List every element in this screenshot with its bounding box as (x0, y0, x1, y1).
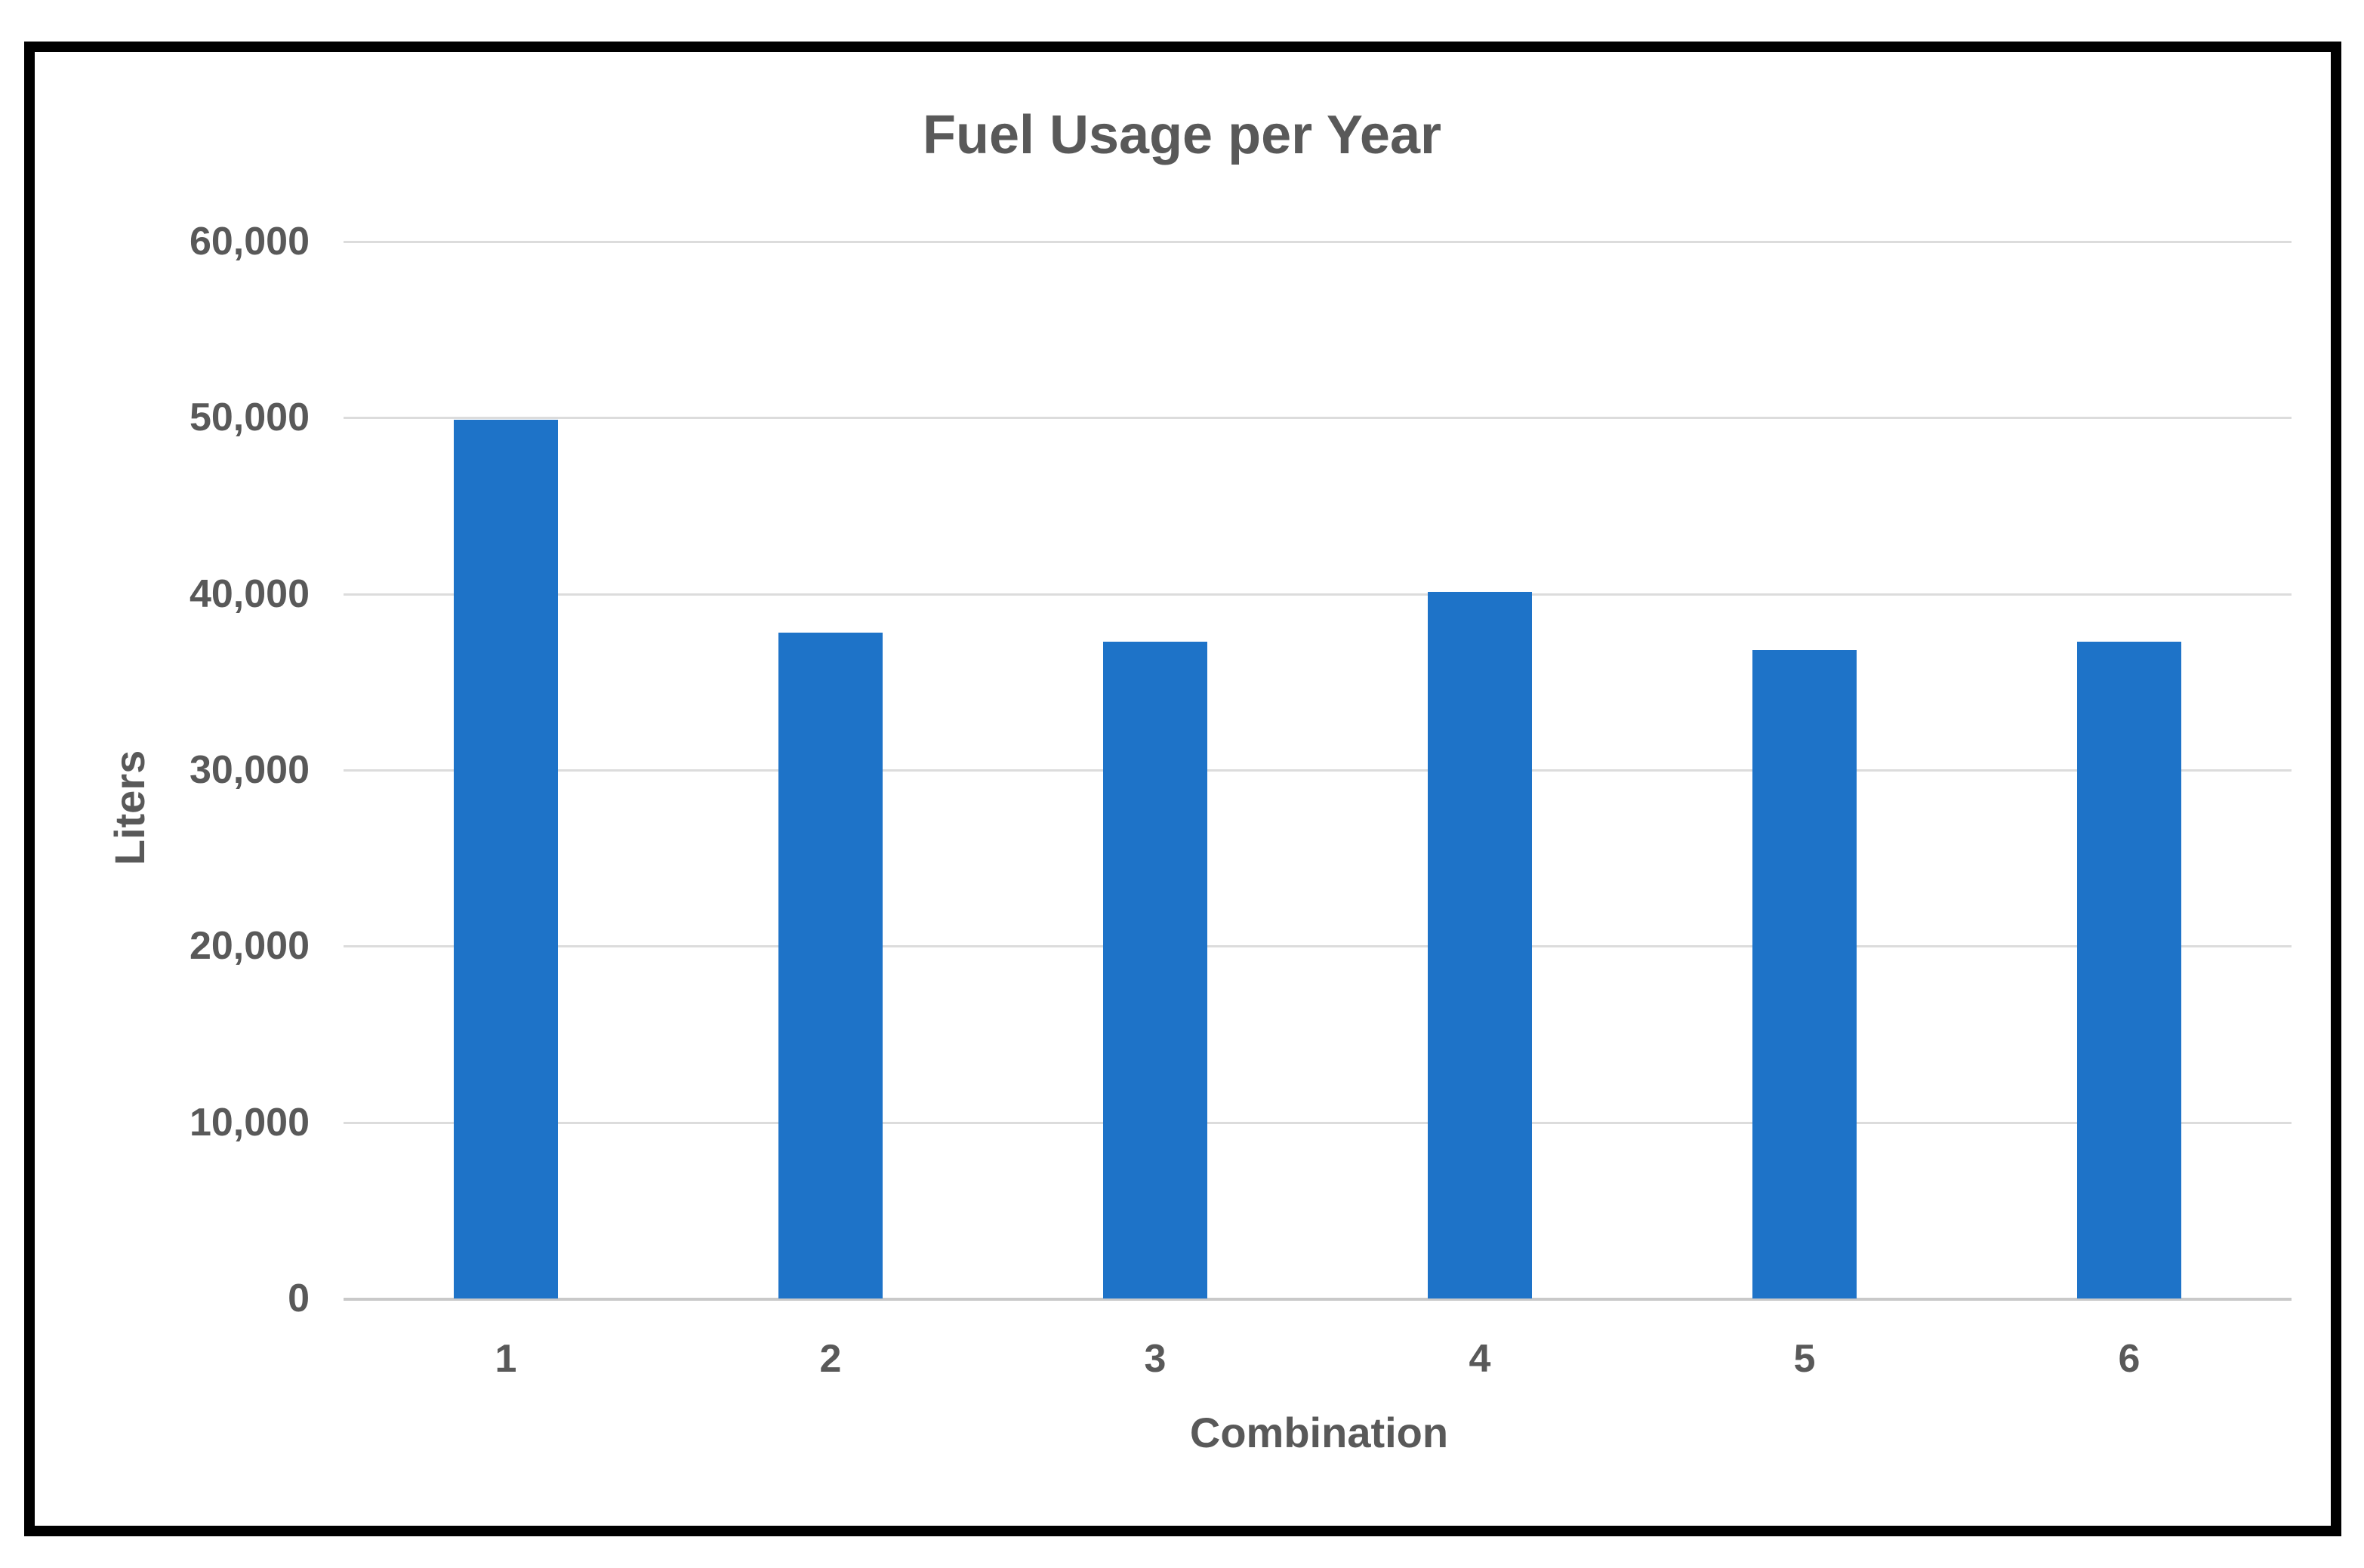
bar-combination-3 (1103, 641, 1207, 1298)
chart-title: Fuel Usage per Year (922, 105, 1442, 165)
gridline-20000 (344, 945, 2292, 948)
gridline-30000 (344, 769, 2292, 772)
x-tick-label-2: 2 (819, 1337, 842, 1381)
x-tick-label-3: 3 (1144, 1337, 1167, 1381)
x-tick-label-1: 1 (495, 1337, 517, 1381)
bar-combination-2 (778, 633, 883, 1298)
x-tick-label-6: 6 (2118, 1337, 2141, 1381)
y-axis-title: Liters (106, 750, 153, 866)
gridline-60000 (344, 241, 2292, 243)
gridline-10000 (344, 1121, 2292, 1124)
bar-combination-1 (454, 419, 558, 1298)
gridline-40000 (344, 593, 2292, 596)
x-axis-title: Combination (1189, 1409, 1449, 1456)
x-tick-label-5: 5 (1793, 1337, 1816, 1381)
y-tick-label-60000: 60,000 (189, 220, 310, 263)
bar-combination-4 (1428, 592, 1532, 1298)
x-tick-label-4: 4 (1469, 1337, 1491, 1381)
y-tick-label-0: 0 (288, 1277, 310, 1320)
plot-area (344, 241, 2292, 1301)
y-tick-label-50000: 50,000 (189, 396, 310, 439)
y-tick-label-40000: 40,000 (189, 572, 310, 616)
y-tick-label-30000: 30,000 (189, 748, 310, 792)
bar-combination-6 (2077, 641, 2181, 1298)
y-tick-label-20000: 20,000 (189, 924, 310, 968)
x-axis-baseline (344, 1298, 2292, 1301)
chart-frame (24, 42, 2341, 1536)
y-tick-label-10000: 10,000 (189, 1101, 310, 1144)
bar-combination-5 (1752, 650, 1857, 1298)
gridline-50000 (344, 417, 2292, 420)
